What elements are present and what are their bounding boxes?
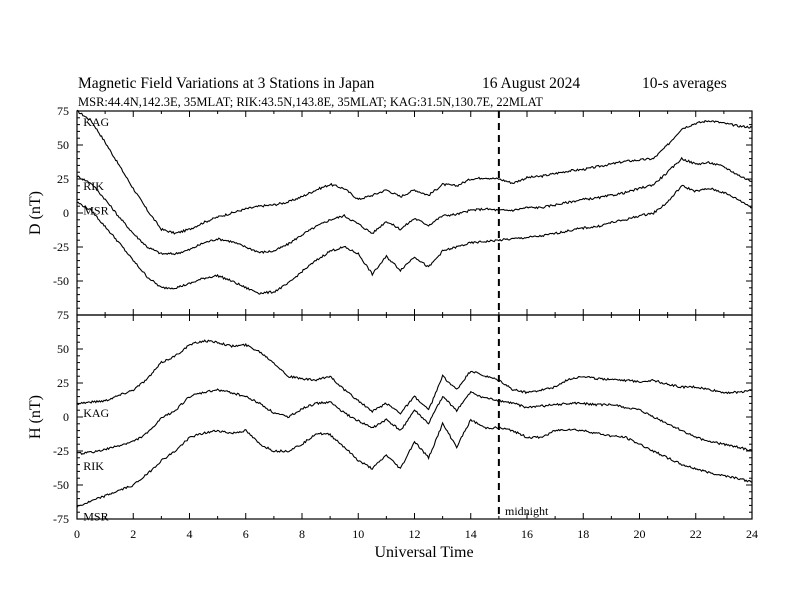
x-tick-label: 22 [690,527,702,541]
y-tick-label: 25 [57,376,69,390]
station-label-kag: KAG [83,115,109,129]
station-info: MSR:44.4N,142.3E, 35MLAT; RIK:43.5N,143.… [78,95,543,109]
y-tick-label: -25 [53,240,69,254]
midnight-label: midnight [505,504,549,518]
title-main: Magnetic Field Variations at 3 Stations … [78,75,375,92]
station-label-msr: MSR [83,509,108,523]
series-line-kag [76,339,753,415]
station-label-msr: MSR [83,203,108,217]
station-label-rik: RIK [83,459,104,473]
y-tick-label: 0 [63,410,69,424]
x-axis-label: Universal Time [374,544,473,561]
y-tick-label: -75 [53,512,69,526]
station-label-rik: RIK [83,179,104,193]
x-tick-label: 4 [187,527,193,541]
x-tick-label: 20 [634,527,646,541]
x-tick-label: 8 [299,527,305,541]
y-tick-label: 0 [63,206,69,220]
title-averaging: 10-s averages [642,75,727,92]
x-tick-label: 14 [465,527,477,541]
series-line-kag [76,109,753,235]
x-tick-label: 10 [352,527,364,541]
y-tick-label: 75 [57,308,69,322]
y-tick-label: -50 [53,274,69,288]
y-tick-label: 50 [57,342,69,356]
x-tick-label: 16 [521,527,533,541]
y-tick-label: 25 [57,172,69,186]
x-tick-label: 24 [746,527,758,541]
y-tick-label: 75 [57,104,69,118]
chart-title: Magnetic Field Variations at 3 Stations … [78,75,727,109]
x-tick-label: 0 [74,527,80,541]
y-axis-label: H (nT) [27,395,44,439]
plot-frame [76,314,753,520]
x-tick-label: 2 [130,527,136,541]
x-tick-label: 12 [409,527,421,541]
series-line-rik [76,156,753,256]
title-date: 16 August 2024 [482,75,580,92]
x-tick-label: 6 [243,527,249,541]
panel-d: -50 -25 0 25 50 75 D (nT) KAG RIK MSR [27,104,753,316]
series-line-msr [76,418,753,508]
station-label-kag: KAG [83,406,109,420]
y-tick-label: -50 [53,478,69,492]
x-tick-label: 18 [577,527,589,541]
y-tick-label: -25 [53,444,69,458]
series-line-msr [76,184,753,295]
y-tick-label: 50 [57,138,69,152]
series-line-rik [76,388,753,456]
y-axis-label: D (nT) [27,191,44,235]
